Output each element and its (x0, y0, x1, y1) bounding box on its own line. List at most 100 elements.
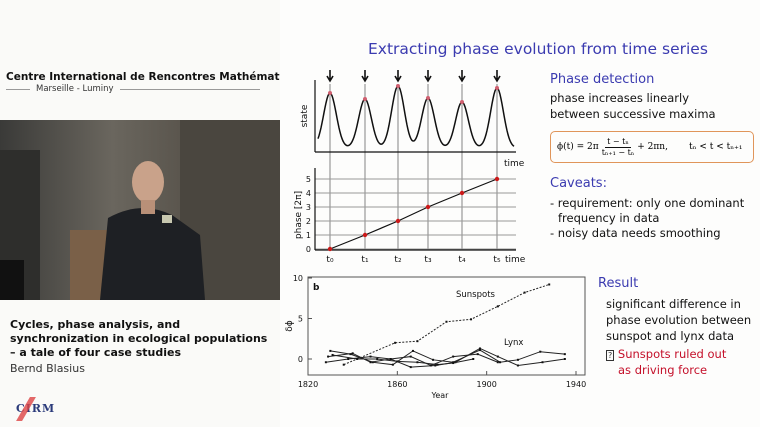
caveat-1-cont: frequency in data (558, 211, 660, 225)
conclusion-line-1: ? Sunspots ruled out (606, 347, 727, 361)
caveat-2: - noisy data needs smoothing (550, 226, 721, 240)
series-1-point-11 (563, 358, 566, 360)
series-1-point-5 (434, 364, 437, 367)
result-line-2: phase evolution between (606, 313, 752, 327)
location: Marseille - Luminy (0, 84, 260, 94)
phase-point-2 (395, 218, 401, 224)
series-3-point-2 (369, 361, 372, 364)
series-1-point-10 (541, 361, 544, 364)
phase-ytick-4: 4 (306, 189, 311, 198)
series-2-point-4 (411, 349, 414, 352)
state-maximum-marker-4 (460, 100, 464, 104)
panel-label: b (313, 283, 320, 293)
slide-title: Extracting phase evolution from time ser… (368, 40, 708, 58)
series-4-point-3 (396, 360, 399, 363)
x-axis-label: Year (431, 391, 450, 400)
state-maximum-marker-0 (328, 91, 332, 95)
phase-point-4 (459, 190, 465, 196)
organization-name: Centre International de Rencontres Mathé… (6, 71, 312, 83)
speaker-name: Bernd Blasius (10, 362, 85, 375)
xtick-1940: 1940 (566, 380, 586, 389)
sunspots-label: Sunspots (456, 290, 496, 300)
series-4-point-5 (436, 363, 439, 366)
series-2-point-7 (478, 349, 481, 352)
series-4-point-7 (472, 358, 475, 360)
series-0-point-4 (470, 318, 473, 321)
down-arrow-icon (394, 70, 402, 83)
down-arrow-icon (424, 70, 432, 83)
series-3-point-3 (389, 358, 392, 360)
location-text: Marseille - Luminy (36, 84, 114, 94)
series-3-point-5 (429, 364, 432, 367)
series-3-point-4 (409, 355, 412, 358)
down-arrow-icon (326, 70, 334, 83)
series-3-point-6 (452, 355, 455, 358)
series-0-point-2 (416, 340, 419, 343)
unknown-glyph-icon: ? (606, 350, 615, 361)
time-tick-5: t₅ (493, 255, 501, 265)
phase-axis-label: phase [2π] (294, 191, 304, 239)
state-time-label: time (504, 159, 525, 169)
series-3-point-0 (327, 355, 330, 358)
talk-title: Cycles, phase analysis, and synchronizat… (10, 318, 268, 359)
time-tick-2: t₂ (394, 255, 402, 265)
series-0-point-7 (548, 283, 551, 286)
series-4-point-0 (331, 353, 334, 356)
ytick-10: 10 (293, 274, 303, 283)
series-3-point-7 (476, 353, 479, 356)
time-tick-3: t₃ (424, 255, 432, 265)
time-tick-4: t₄ (458, 255, 466, 265)
state-maximum-marker-5 (495, 86, 499, 90)
phase-ytick-5: 5 (306, 175, 311, 184)
series-2-point-0 (329, 349, 332, 352)
caveat-1: - requirement: only one dominant (550, 196, 745, 210)
speaker-video (0, 120, 280, 300)
phase-point-0 (327, 246, 333, 252)
series-2-point-10 (539, 350, 542, 353)
state-axis-label: state (300, 104, 310, 127)
series-1-point-9 (516, 364, 519, 367)
state-maximum-marker-2 (396, 84, 400, 88)
conclusion-line-2: as driving force (618, 363, 708, 377)
ytick-5: 5 (298, 315, 303, 324)
xtick-1820: 1820 (298, 380, 318, 389)
lynx-label: Lynx (504, 338, 523, 348)
phase-point-1 (362, 232, 368, 238)
series-4-point-4 (416, 361, 419, 364)
result-line-1: significant difference in (606, 297, 741, 311)
series-3-point-1 (351, 352, 354, 355)
time-tick-0: t₀ (326, 255, 334, 265)
series-line-0 (343, 284, 550, 366)
series-1-point-7 (478, 347, 481, 350)
presentation-slide: Extracting phase evolution from time ser… (280, 0, 760, 427)
series-0-point-1 (394, 341, 397, 344)
phase-line (329, 178, 498, 250)
phase-ytick-0: 0 (306, 245, 311, 254)
time-tick-1: t₁ (361, 255, 369, 265)
caveats-heading: Caveats: (550, 176, 607, 191)
phase-detection-text: phase increases linearly between success… (550, 91, 716, 121)
speaker-figure (0, 120, 280, 300)
xtick-1900: 1900 (476, 380, 496, 389)
series-0-point-0 (342, 363, 345, 366)
series-1-point-1 (347, 358, 350, 360)
result-heading: Result (598, 276, 639, 291)
phase-ytick-3: 3 (306, 203, 311, 212)
series-0-point-5 (496, 305, 499, 308)
phase-ytick-2: 2 (306, 217, 311, 226)
series-2-point-5 (432, 358, 435, 361)
phase-formula: ϕ(t) = 2π t − tₙ tₙ₊₁ − tₙ + 2πn, tₙ < t … (550, 131, 754, 163)
series-2-point-8 (499, 361, 502, 364)
y-axis-label: δϕ (285, 320, 295, 332)
down-arrow-icon (458, 70, 466, 83)
ytick-0: 0 (298, 355, 303, 364)
xtick-1860: 1860 (387, 380, 407, 389)
phase-point-5 (494, 176, 500, 182)
series-1-point-2 (369, 355, 372, 358)
series-4-point-2 (376, 358, 379, 360)
series-3-point-8 (496, 361, 499, 364)
phase-detection-heading: Phase detection (550, 72, 655, 87)
series-0-point-6 (523, 291, 526, 294)
series-2-point-3 (391, 363, 394, 366)
